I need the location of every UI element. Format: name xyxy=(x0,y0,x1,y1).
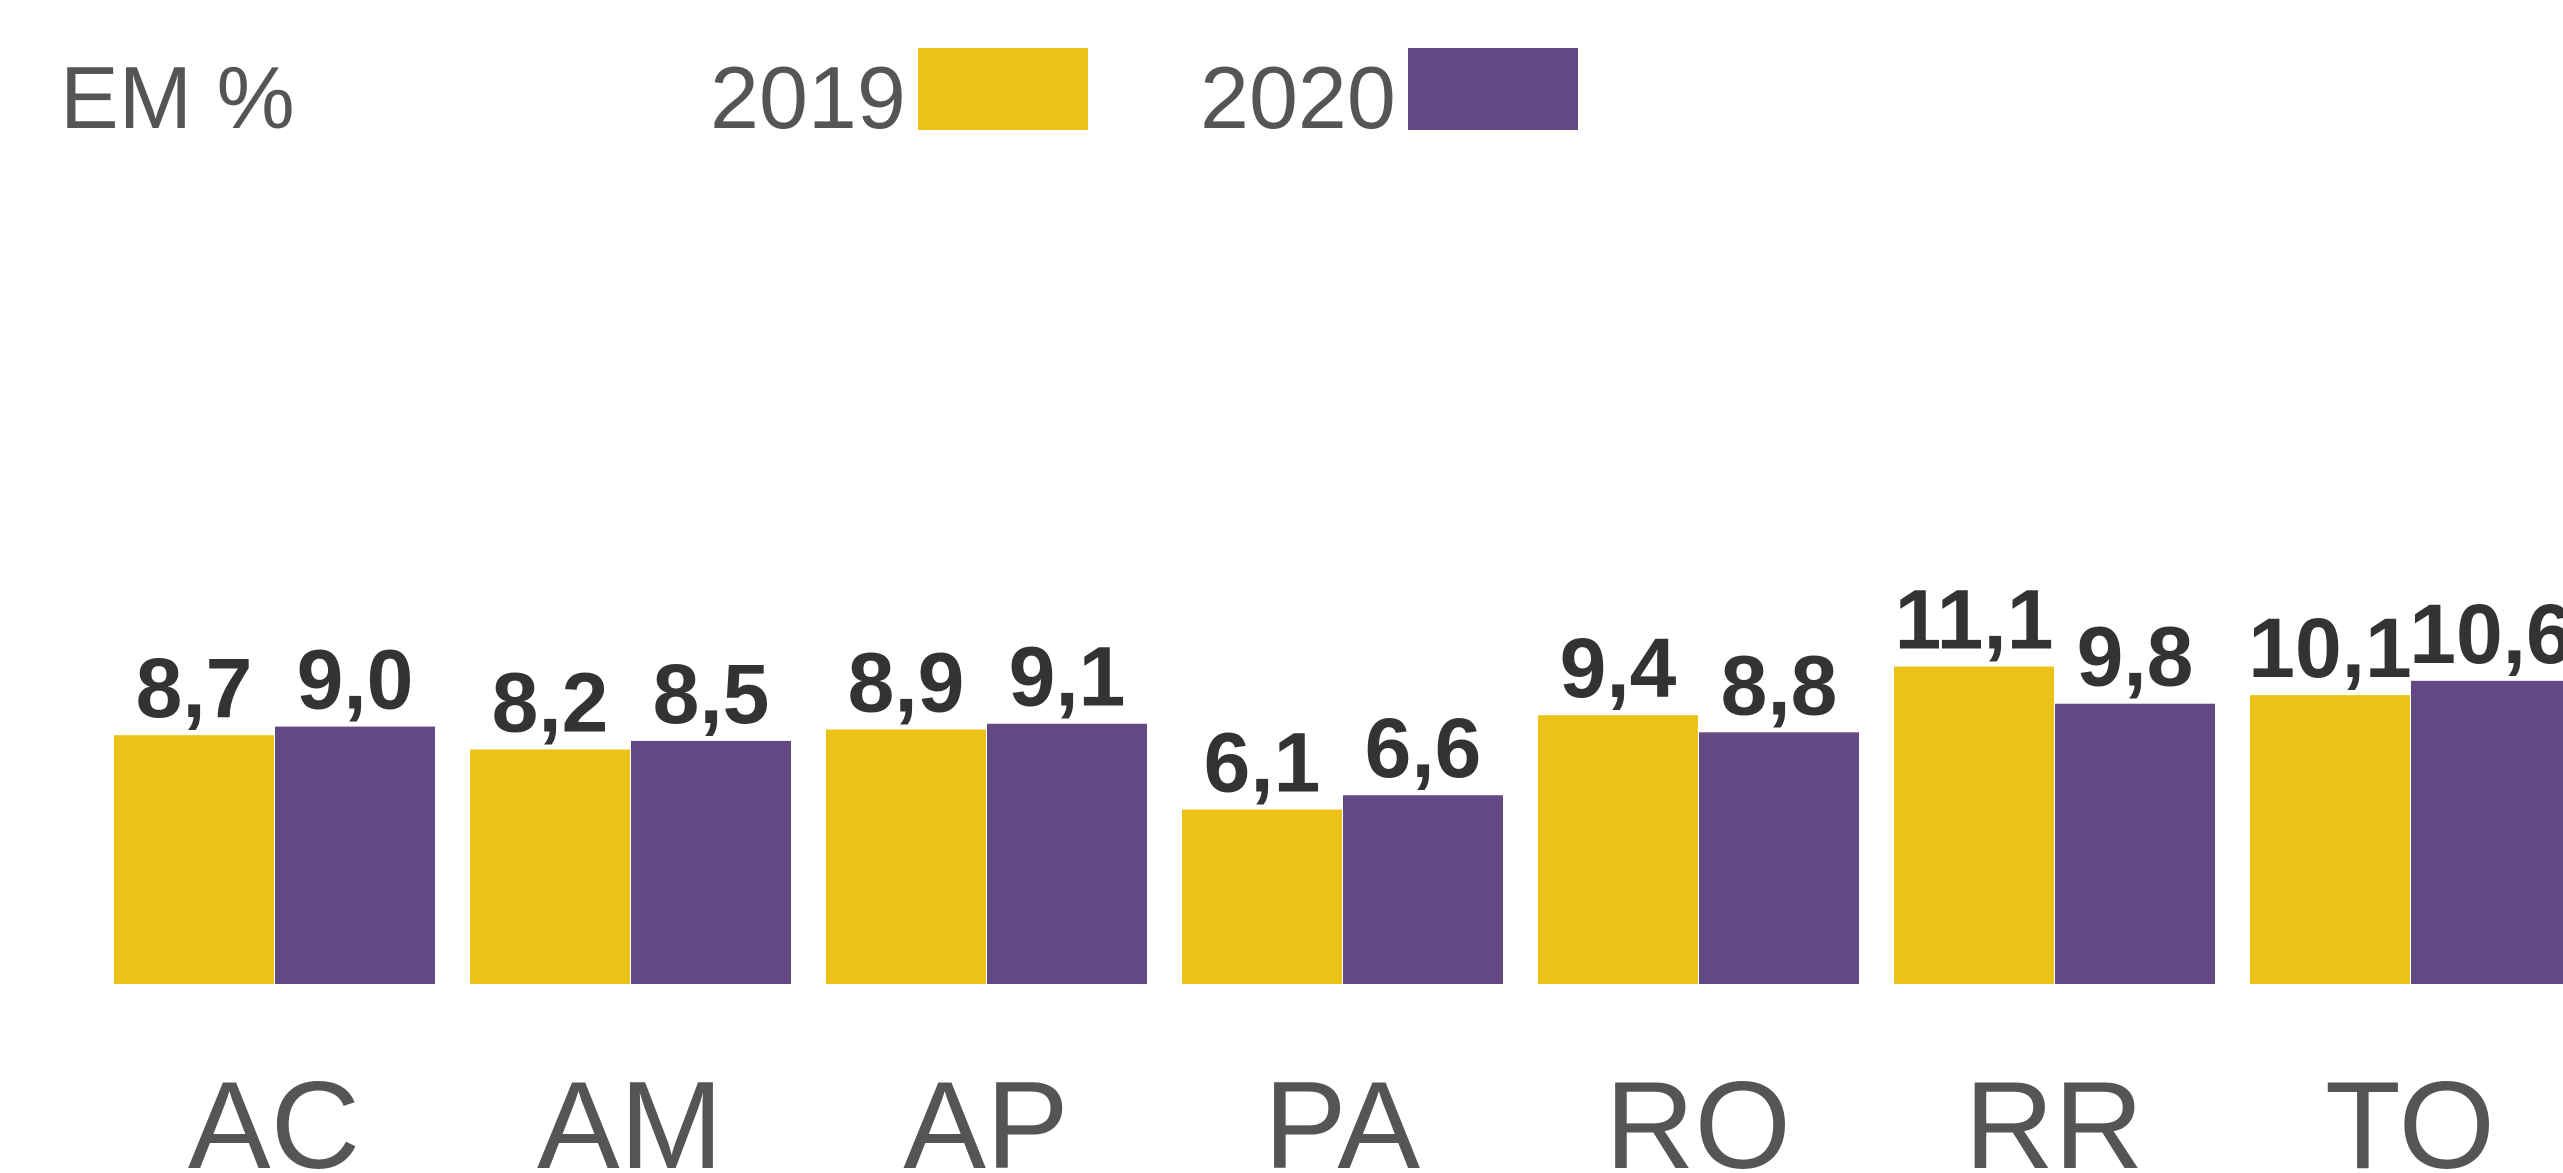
data-label: 9,1 xyxy=(1009,630,1126,724)
x-tick-label: AM xyxy=(537,1057,723,1173)
bar xyxy=(275,726,435,984)
bar xyxy=(1894,666,2054,984)
data-label: 10,1 xyxy=(2248,601,2412,695)
chart-title: EM % xyxy=(60,48,295,147)
data-label: 9,0 xyxy=(297,633,414,727)
bar xyxy=(1182,809,1342,984)
bar xyxy=(1699,732,1859,984)
x-tick-label: AP xyxy=(903,1057,1068,1173)
data-label: 8,2 xyxy=(492,655,609,749)
bar xyxy=(1538,715,1698,984)
legend-swatch xyxy=(1408,48,1578,130)
bar xyxy=(114,735,274,984)
data-label: 8,5 xyxy=(653,647,770,741)
data-label: 8,7 xyxy=(136,641,253,735)
data-label: 10,6 xyxy=(2409,587,2563,681)
bar xyxy=(631,740,791,984)
x-tick-label: RR xyxy=(1964,1057,2143,1173)
bar xyxy=(826,729,986,984)
bar xyxy=(470,749,630,984)
bar xyxy=(1343,795,1503,984)
bar xyxy=(987,723,1147,984)
x-tick-label: AC xyxy=(188,1057,360,1173)
data-label: 6,6 xyxy=(1365,701,1482,795)
data-label: 9,4 xyxy=(1560,621,1677,715)
data-label: 9,8 xyxy=(2077,610,2194,704)
data-label: 8,8 xyxy=(1721,638,1838,732)
bar xyxy=(2055,703,2215,984)
bar xyxy=(2411,680,2563,984)
legend-label: 2020 xyxy=(1200,48,1396,147)
bar xyxy=(2250,695,2410,984)
data-label: 11,1 xyxy=(1895,573,2054,667)
x-tick-label: TO xyxy=(2325,1057,2495,1173)
legend-label: 2019 xyxy=(710,48,906,147)
x-tick-label: RO xyxy=(1605,1057,1791,1173)
x-tick-label: PA xyxy=(1264,1057,1421,1173)
legend-swatch xyxy=(918,48,1088,130)
data-label: 6,1 xyxy=(1204,716,1321,810)
data-label: 8,9 xyxy=(848,635,965,729)
